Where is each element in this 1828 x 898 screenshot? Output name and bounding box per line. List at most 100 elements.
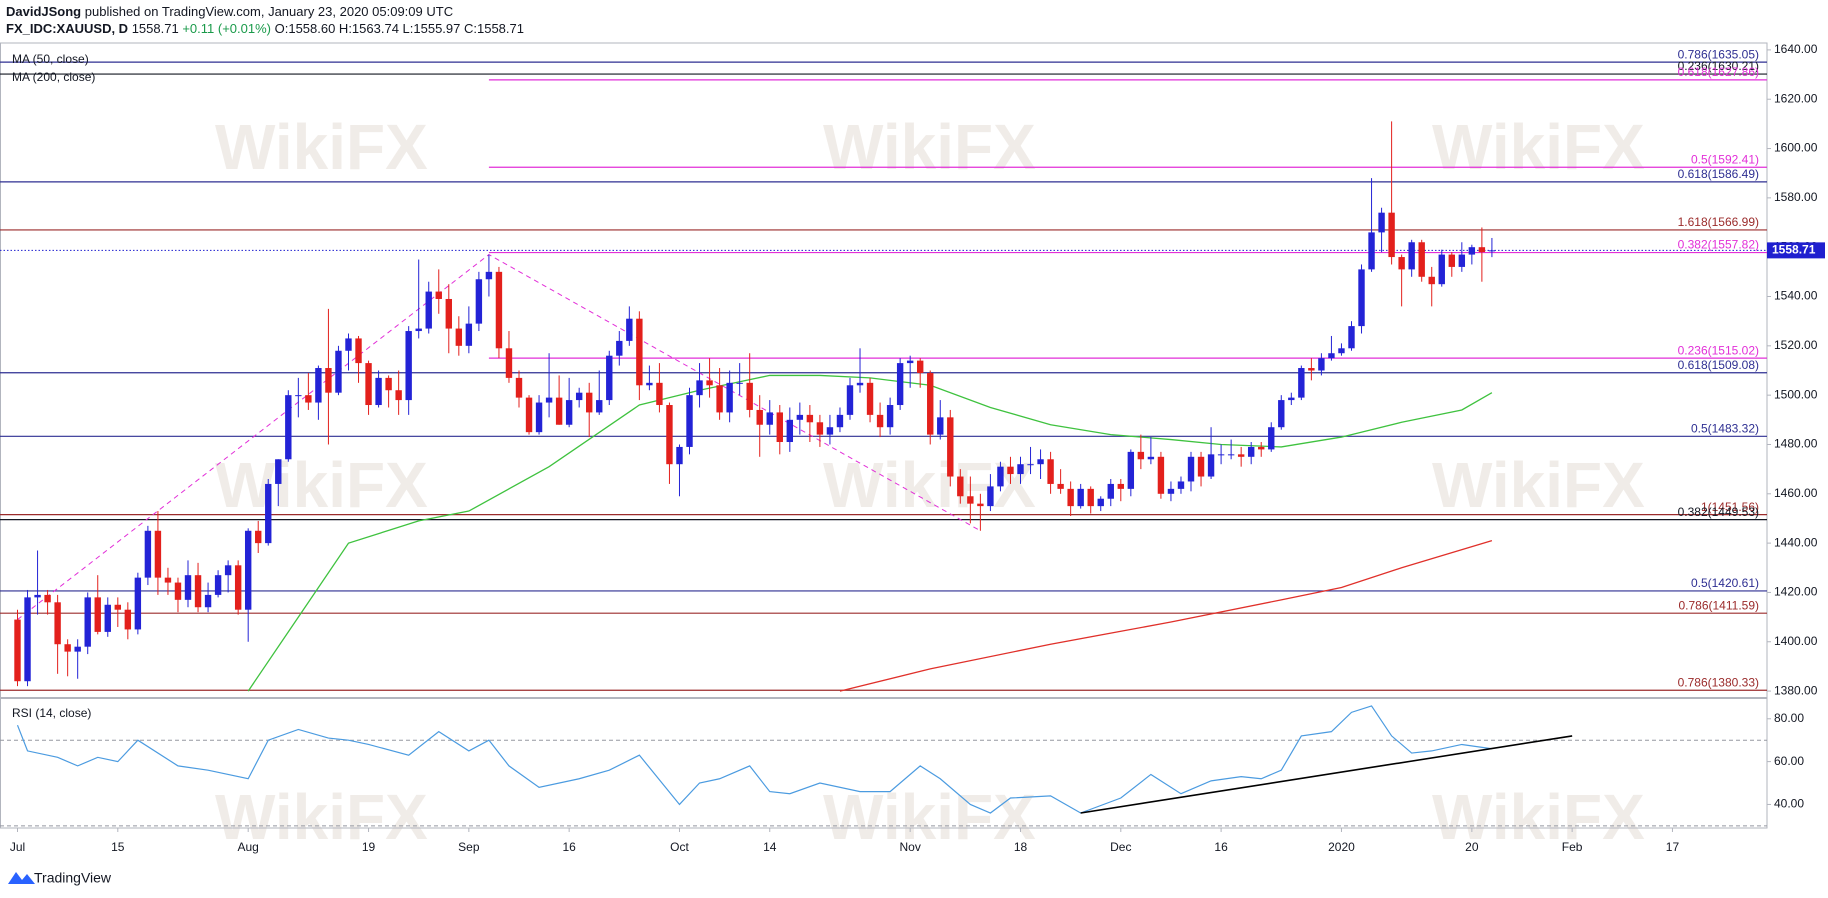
watermark: WikiFX [215,781,428,853]
rsi-tick-label: 60.00 [1774,754,1804,768]
candle-body [425,291,432,329]
y-tick-label: 1540.00 [1774,289,1818,303]
candle-body [555,397,563,425]
candle-body [54,602,61,645]
candle-body [194,575,202,608]
rsi-tick-label: 40.00 [1774,797,1804,811]
watermarks: WikiFX WikiFX WikiFX WikiFX WikiFX WikiF… [215,111,1645,853]
candle-body [1418,242,1425,277]
candle-body [1097,498,1104,507]
candle-body [766,412,773,425]
candle-body [255,530,262,544]
candle-body [214,575,222,595]
candle-body [154,530,162,578]
x-tick-label: 19 [362,840,376,854]
candle-body [485,271,493,280]
last-price-label: 1558.71 [1772,243,1816,257]
candle-body [164,577,172,583]
candle-body [856,382,864,386]
candle-body [997,466,1004,487]
x-tick-label: 2020 [1328,840,1355,854]
x-tick-label: Dec [1110,840,1131,854]
candle-body [716,385,723,413]
symbol-line: FX_IDC:XAUUSD, D 1558.71 +0.11 (+0.01%) … [6,21,524,36]
candle-body [876,414,884,428]
y-tick-label: 1440.00 [1774,535,1818,549]
x-tick-label: Nov [899,840,920,854]
candle-body [465,323,473,346]
candle-body [134,577,142,630]
y-tick-label: 1380.00 [1774,683,1818,697]
candle-body [676,446,683,465]
candle-body [1438,254,1445,285]
candle-body [1027,464,1034,466]
candle-body [305,395,312,403]
candle-body [244,530,252,610]
candle-body [1278,400,1285,428]
axes: 1380.001400.001420.001440.001460.001480.… [10,42,1825,854]
candle-body [1117,483,1124,489]
y-tick-label: 1580.00 [1774,190,1818,204]
watermark: WikiFX [823,449,1036,521]
candle-body [1458,254,1466,267]
rsi-tick-label: 80.00 [1774,711,1804,725]
candle-body [325,368,332,393]
candle-body [1388,212,1395,258]
candle-body [1268,427,1275,450]
candle-body [1017,464,1024,475]
candle-body [1237,454,1245,457]
candle-body [475,279,483,324]
level-label: 0.5(1420.61) [1691,576,1759,590]
candle-body [375,377,382,406]
level-label: 0.786(1380.33) [1678,675,1759,689]
watermark: WikiFX [215,111,428,183]
candle-body [606,355,613,401]
candle-body [776,412,783,443]
author: DavidJSong [6,4,81,19]
candle-body [1137,451,1145,460]
candle-body [616,340,623,356]
candle-body [124,609,132,630]
candle-body [104,604,111,632]
candle-body [525,397,533,433]
candle-body [114,604,121,610]
level-label: 0.5(1592.41) [1691,152,1759,166]
candle-body [445,298,452,329]
symbol: FX_IDC:XAUUSD, D [6,21,128,36]
candle-body [706,380,713,386]
level-label: 0.618(1627.86) [1678,65,1759,79]
x-tick-label: 14 [763,840,777,854]
candle-body [1227,454,1235,456]
x-tick-label: 18 [1014,840,1028,854]
candle-body [144,530,152,578]
x-tick-label: Aug [238,840,259,854]
x-tick-label: 16 [1214,840,1228,854]
level-label: 0.618(1586.49) [1678,167,1759,181]
candle-body [224,565,232,576]
y-tick-label: 1460.00 [1774,486,1818,500]
candle-body [74,646,81,652]
candle-body [1408,242,1415,270]
candle-body [1057,483,1064,489]
candle-body [816,422,824,435]
candle-body [1448,254,1455,267]
candle-body [405,331,412,401]
y-tick-label: 1640.00 [1774,42,1818,56]
rsi-trendline [1080,735,1573,814]
candle-body [1187,456,1195,482]
last-price-box [1767,242,1825,259]
x-tick-label: 15 [111,840,125,854]
candle-body [64,644,71,652]
candle-body [174,582,182,600]
candle-body [505,348,513,378]
candle-body [1468,247,1476,255]
candle-body [967,496,974,504]
candle-body [535,402,543,433]
candle-body [1318,358,1325,371]
candle-body [1358,269,1365,327]
candle-body [886,405,894,428]
published: published on TradingView.com, January 23… [85,4,453,19]
y-tick-label: 1500.00 [1774,387,1818,401]
watermark: WikiFX [1432,781,1645,853]
